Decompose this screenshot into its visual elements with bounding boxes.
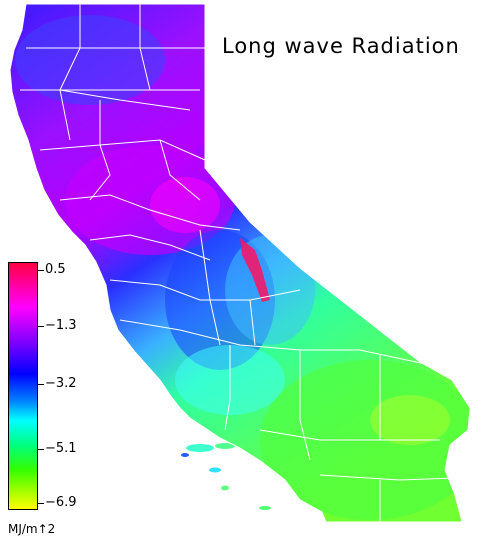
legend-tick-label: −5.1	[45, 441, 77, 456]
yellow-green-region	[370, 395, 450, 445]
legend-tick	[38, 326, 44, 327]
cyan-region	[225, 235, 315, 345]
legend-tick-label: −3.2	[45, 376, 77, 391]
legend-tick	[38, 270, 44, 271]
legend-tick-label: −1.3	[45, 318, 77, 333]
legend-tick	[38, 449, 44, 450]
legend-tick-label: −6.9	[45, 495, 77, 510]
color-scale-bar	[8, 262, 38, 510]
legend-tick	[38, 384, 44, 385]
legend-tick-label: 0.5	[45, 262, 66, 277]
map-title: Long wave Radiation	[222, 34, 460, 58]
magenta-region	[150, 177, 220, 233]
legend-tick	[38, 503, 44, 504]
legend-unit: MJ/m↑2	[8, 522, 55, 536]
